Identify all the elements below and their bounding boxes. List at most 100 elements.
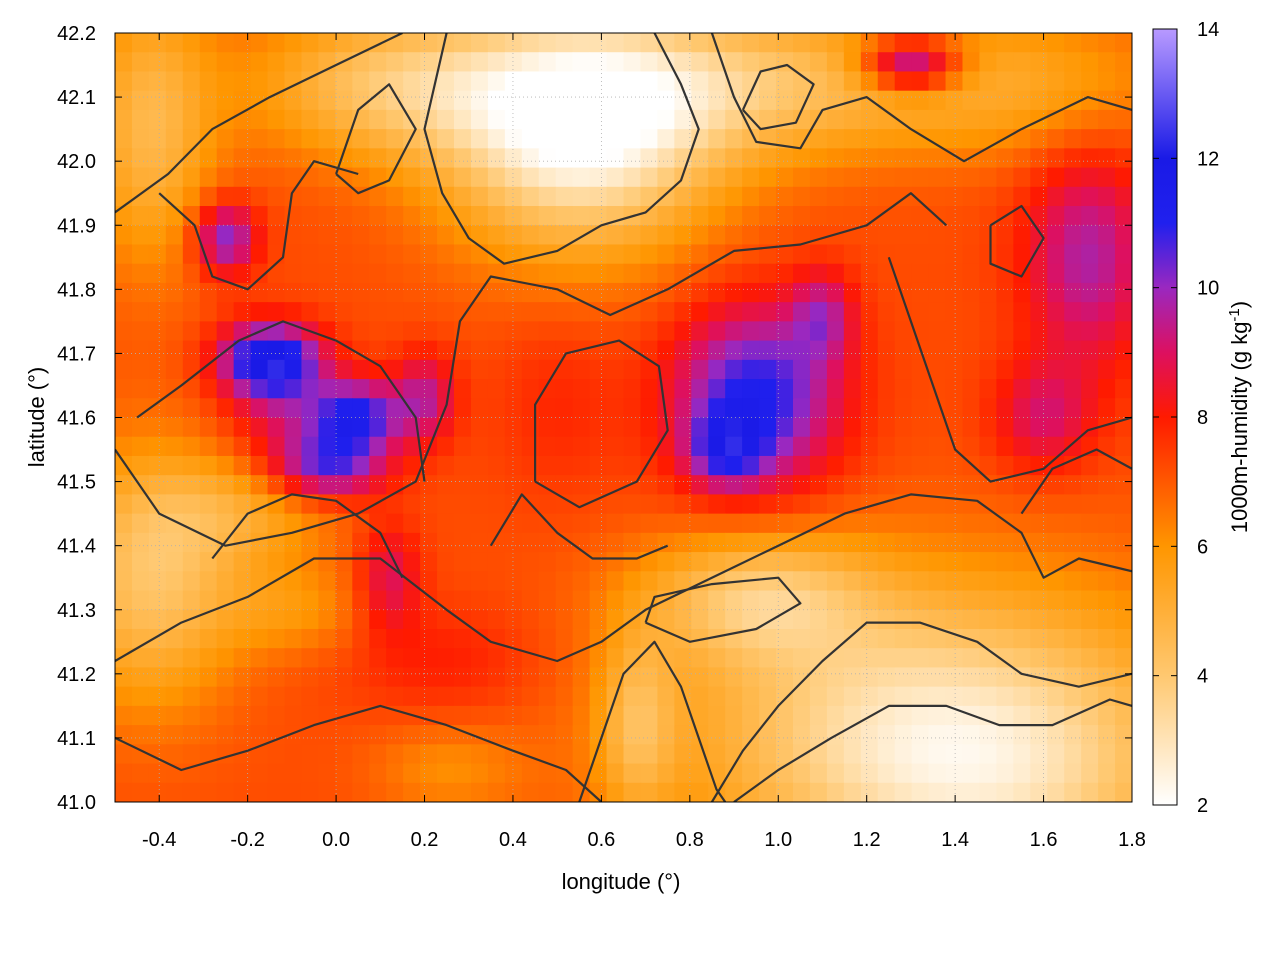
heatmap-cell bbox=[1098, 532, 1116, 553]
heatmap-cell bbox=[165, 109, 184, 130]
heatmap-cell bbox=[657, 225, 675, 246]
heatmap-cell bbox=[1098, 648, 1116, 669]
heatmap-cell bbox=[962, 513, 981, 534]
heatmap-cell bbox=[233, 148, 252, 169]
heatmap-cell bbox=[894, 475, 913, 496]
heatmap-cell bbox=[911, 206, 930, 226]
heatmap-cell bbox=[1013, 552, 1031, 572]
heatmap-cell bbox=[1013, 648, 1031, 669]
heatmap-cell bbox=[1115, 648, 1132, 669]
heatmap-cell bbox=[725, 167, 743, 188]
heatmap-cell bbox=[504, 513, 523, 534]
heatmap-cell bbox=[928, 33, 947, 53]
heatmap-cell bbox=[148, 244, 167, 265]
heatmap-cell bbox=[284, 244, 303, 265]
heatmap-cell bbox=[860, 628, 879, 649]
heatmap-cell bbox=[1098, 609, 1116, 630]
heatmap-cell bbox=[572, 33, 591, 53]
heatmap-cell bbox=[538, 667, 557, 688]
heatmap-cell bbox=[470, 90, 489, 111]
heatmap-cell bbox=[589, 532, 608, 553]
heatmap-cell bbox=[115, 379, 133, 399]
heatmap-cell bbox=[979, 436, 997, 457]
heatmap-cell bbox=[131, 705, 150, 726]
colorbar-tick-label: 2 bbox=[1197, 795, 1208, 817]
heatmap-cell bbox=[216, 129, 235, 149]
heatmap-cell bbox=[606, 244, 625, 265]
heatmap-cell bbox=[538, 686, 557, 707]
heatmap-cell bbox=[1081, 52, 1099, 73]
heatmap-cell bbox=[386, 71, 404, 92]
heatmap-cell bbox=[1030, 167, 1048, 188]
heatmap-cell bbox=[877, 590, 896, 611]
heatmap-cell bbox=[555, 628, 574, 649]
heatmap-cell bbox=[708, 186, 726, 207]
heatmap-cell bbox=[793, 71, 811, 92]
heatmap-cell bbox=[1098, 705, 1116, 726]
heatmap-cell bbox=[386, 359, 404, 380]
heatmap-cell bbox=[403, 494, 421, 515]
heatmap-cell bbox=[809, 648, 828, 669]
heatmap-cell bbox=[928, 52, 947, 73]
heatmap-cell bbox=[250, 225, 269, 246]
heatmap-cell bbox=[504, 379, 523, 399]
heatmap-cell bbox=[301, 90, 319, 111]
heatmap-cell bbox=[487, 475, 506, 496]
y-tick-label: 41.4 bbox=[57, 536, 96, 558]
heatmap-cell bbox=[894, 90, 913, 111]
heatmap-cell bbox=[640, 417, 658, 438]
heatmap-cell bbox=[623, 379, 642, 399]
y-tick-label: 42.2 bbox=[57, 23, 96, 45]
heatmap-cell bbox=[623, 148, 642, 169]
heatmap-cell bbox=[894, 379, 913, 399]
heatmap-cell bbox=[572, 379, 591, 399]
heatmap-cell bbox=[165, 725, 184, 745]
heatmap-cell bbox=[1047, 148, 1065, 169]
heatmap-cell bbox=[1013, 340, 1031, 361]
heatmap-cell bbox=[199, 398, 218, 419]
heatmap-cell bbox=[911, 282, 930, 303]
heatmap-cell bbox=[538, 33, 557, 53]
heatmap-cell bbox=[742, 763, 760, 784]
heatmap-cell bbox=[708, 475, 726, 496]
heatmap-cell bbox=[1115, 436, 1132, 457]
heatmap-cell bbox=[1115, 167, 1132, 188]
heatmap-cell bbox=[182, 244, 201, 265]
heatmap-cell bbox=[1047, 667, 1065, 688]
heatmap-cell bbox=[1098, 686, 1116, 707]
y-tick-label: 41.3 bbox=[57, 600, 96, 622]
heatmap-cell bbox=[420, 206, 438, 226]
heatmap-cell bbox=[301, 571, 319, 592]
heatmap-cell bbox=[691, 359, 709, 380]
heatmap-cell bbox=[640, 571, 658, 592]
heatmap-cell bbox=[369, 359, 387, 380]
contour-line bbox=[136, 320, 426, 482]
heatmap-cell bbox=[250, 648, 269, 669]
heatmap-cell bbox=[470, 494, 489, 515]
heatmap-cell bbox=[199, 725, 218, 745]
heatmap-cell bbox=[725, 129, 743, 149]
heatmap-cell bbox=[1047, 33, 1065, 53]
heatmap-cell bbox=[165, 494, 184, 515]
heatmap-cell bbox=[759, 763, 777, 784]
heatmap-cell bbox=[691, 71, 709, 92]
heatmap-cell bbox=[572, 129, 591, 149]
heatmap-cell bbox=[1115, 667, 1132, 688]
heatmap-cell bbox=[1064, 109, 1082, 130]
heatmap-cell bbox=[301, 52, 319, 73]
heatmap-cell bbox=[962, 186, 981, 207]
heatmap-cell bbox=[386, 417, 404, 438]
heatmap-cell bbox=[199, 782, 218, 802]
heatmap-cell bbox=[674, 379, 692, 399]
heatmap-cell bbox=[284, 513, 303, 534]
heatmap-cell bbox=[742, 744, 760, 765]
heatmap-cell bbox=[674, 398, 692, 419]
heatmap-cell bbox=[131, 609, 150, 630]
heatmap-cell bbox=[1030, 744, 1048, 765]
x-tick-label: -0.4 bbox=[142, 829, 176, 851]
heatmap-cell bbox=[131, 417, 150, 438]
y-tick-label: 41.0 bbox=[57, 792, 96, 814]
heatmap-cell bbox=[860, 763, 879, 784]
heatmap-cell bbox=[742, 648, 760, 669]
heatmap-cell bbox=[216, 609, 235, 630]
